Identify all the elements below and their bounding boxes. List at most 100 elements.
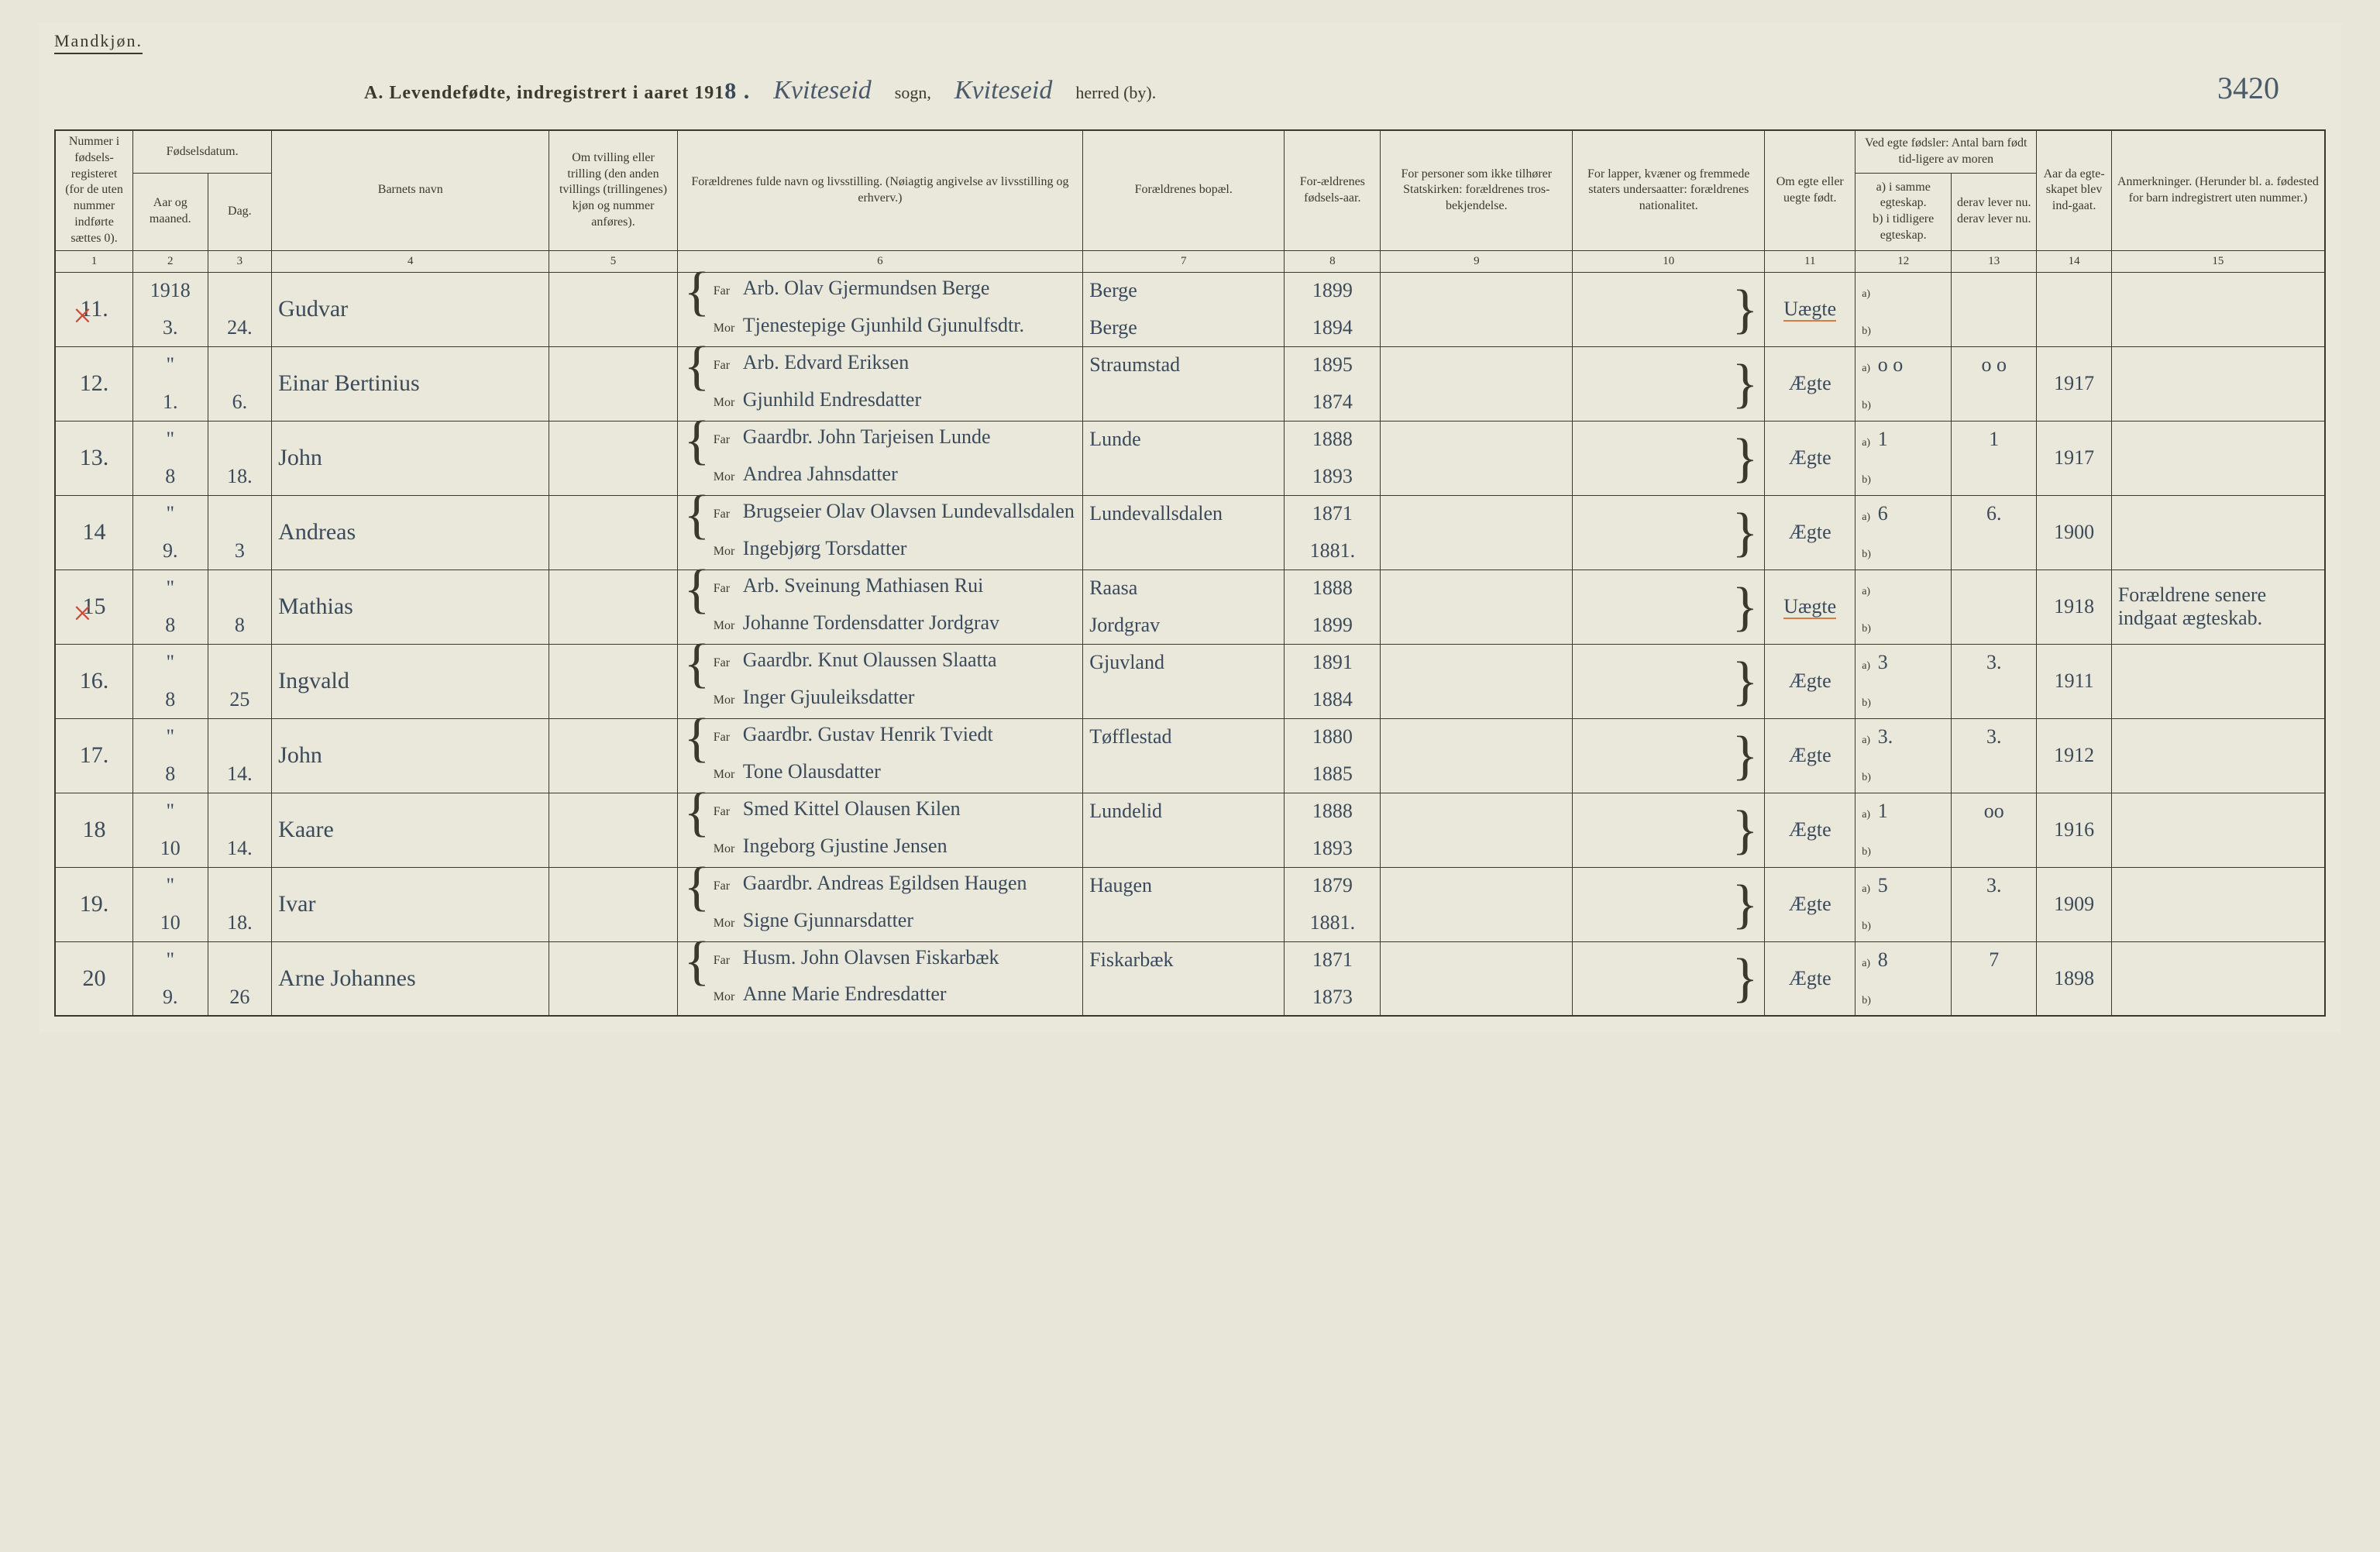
cell-father: { FarArb. Sveinung Mathiasen Rui (677, 570, 1083, 607)
cell-egte: Uægte (1765, 570, 1856, 644)
cell-egteskap-aar: 1917 (2037, 346, 2111, 421)
cell-num: 19. (55, 867, 133, 941)
cell-egteskap-aar: 1911 (2037, 644, 2111, 718)
cell-num: 12. (55, 346, 133, 421)
column-numbers-row: 1 2 3 4 5 6 7 8 9 10 11 12 13 14 15 (55, 250, 2325, 272)
sogn-label: sogn, (895, 83, 931, 103)
cell-twin (549, 570, 677, 644)
cell-anm: Forældrene senere indgaat ægteskab. (2111, 570, 2325, 644)
cell-a: a) (1856, 570, 1952, 607)
cell-a: a) 8 (1856, 941, 1952, 979)
entry-number: 17. (80, 742, 109, 768)
cell-b: b) (1856, 979, 1952, 1016)
entry-number: 16. (80, 668, 109, 693)
cell-b: b) (1856, 458, 1952, 495)
cell-day: 18. (208, 458, 272, 495)
cell-lever-a: 3. (1952, 644, 2037, 681)
cell-mor-aar: 1893 (1285, 458, 1381, 495)
cell-anm (2111, 644, 2325, 718)
cell-bopel2 (1083, 681, 1285, 718)
cell-day: 8 (208, 607, 272, 644)
cell-b: b) (1856, 607, 1952, 644)
cell-lever-a (1952, 570, 2037, 607)
cell-year-note: " (133, 346, 208, 384)
cell-a: a) (1856, 272, 1952, 309)
cell-month: 8 (133, 607, 208, 644)
cell-egteskap-aar: 1917 (2037, 421, 2111, 495)
table-row: ×11.1918Gudvar{ FarArb. Olav Gjermundsen… (55, 272, 2325, 309)
cell-mother: { MorAndrea Jahnsdatter (677, 458, 1083, 495)
table-row: ×15"Mathias{ FarArb. Sveinung Mathiasen … (55, 570, 2325, 607)
cell-bopel: Tøfflestad (1083, 718, 1285, 755)
cell-egte: Ægte (1765, 495, 1856, 570)
col-header-8: For-ældrenes fødsels-aar. (1285, 130, 1381, 250)
cell-bopel2 (1083, 532, 1285, 570)
cell-lever-b (1952, 830, 2037, 867)
cell-father: { FarGaardbr. Knut Olaussen Slaatta (677, 644, 1083, 681)
cell-father: { FarSmed Kittel Olausen Kilen (677, 793, 1083, 830)
cell-day: 18. (208, 904, 272, 941)
cell-name: Arne Johannes (272, 941, 549, 1016)
table-row: 12."Einar Bertinius{ FarArb. Edvard Erik… (55, 346, 2325, 384)
cell-num: ×15 (55, 570, 133, 644)
colnum: 3 (208, 250, 272, 272)
cell-nat: } (1573, 941, 1765, 1016)
colnum: 11 (1765, 250, 1856, 272)
cell-bopel: Gjuvland (1083, 644, 1285, 681)
cell-day-empty (208, 272, 272, 309)
cell-name: Ingvald (272, 644, 549, 718)
col-header-15: Anmerkninger. (Herunder bl. a. fødested … (2111, 130, 2325, 250)
cell-year-note: " (133, 644, 208, 681)
cell-lever-a: 3. (1952, 867, 2037, 904)
table-row: 20"Arne Johannes{ FarHusm. John Olavsen … (55, 941, 2325, 979)
cell-lever-b (1952, 755, 2037, 793)
cell-name: Kaare (272, 793, 549, 867)
cell-bopel2 (1083, 458, 1285, 495)
table-row: 19."Ivar{ FarGaardbr. Andreas Egildsen H… (55, 867, 2325, 904)
cell-twin (549, 867, 677, 941)
cell-twin (549, 346, 677, 421)
cell-far-aar: 1888 (1285, 793, 1381, 830)
cell-far-aar: 1891 (1285, 644, 1381, 681)
cell-nat: } (1573, 570, 1765, 644)
colnum: 4 (272, 250, 549, 272)
cell-mother: { MorTjenestepige Gjunhild Gjunulfsdtr. (677, 309, 1083, 346)
table-row: 18"Kaare{ FarSmed Kittel Olausen KilenLu… (55, 793, 2325, 830)
cell-year-note: " (133, 941, 208, 979)
col-header-13: derav lever nu. derav lever nu. (1952, 173, 2037, 250)
red-x-mark: × (73, 296, 92, 336)
cell-lever-b (1952, 458, 2037, 495)
cell-nat: } (1573, 718, 1765, 793)
cell-day: 25 (208, 681, 272, 718)
cell-far-aar: 1895 (1285, 346, 1381, 384)
cell-nat: } (1573, 421, 1765, 495)
cell-bopel: Fiskarbæk (1083, 941, 1285, 979)
cell-lever-b (1952, 904, 2037, 941)
table-row: 14"Andreas{ FarBrugseier Olav Olavsen Lu… (55, 495, 2325, 532)
gender-label: Mandkjøn. (54, 31, 143, 54)
cell-anm (2111, 346, 2325, 421)
cell-twin (549, 941, 677, 1016)
colnum: 10 (1573, 250, 1765, 272)
cell-mor-aar: 1894 (1285, 309, 1381, 346)
cell-bopel: Lunde (1083, 421, 1285, 458)
cell-anm (2111, 718, 2325, 793)
cell-nat: } (1573, 495, 1765, 570)
cell-lever-a: o o (1952, 346, 2037, 384)
colnum: 12 (1856, 250, 1952, 272)
cell-day-empty (208, 793, 272, 830)
entry-number: 18 (83, 817, 106, 842)
col-header-11: Om egte eller uegte født. (1765, 130, 1856, 250)
cell-year-note: " (133, 718, 208, 755)
cell-lever-a (1952, 272, 2037, 309)
col-header-2-top: Fødselsdatum. (133, 130, 272, 173)
cell-nat: } (1573, 793, 1765, 867)
cell-bopel: Lundevallsdalen (1083, 495, 1285, 532)
cell-tros (1381, 867, 1573, 941)
col-header-4: Barnets navn (272, 130, 549, 250)
cell-b: b) (1856, 904, 1952, 941)
cell-name: Einar Bertinius (272, 346, 549, 421)
cell-far-aar: 1888 (1285, 570, 1381, 607)
cell-egteskap-aar: 1898 (2037, 941, 2111, 1016)
cell-bopel: Raasa (1083, 570, 1285, 607)
